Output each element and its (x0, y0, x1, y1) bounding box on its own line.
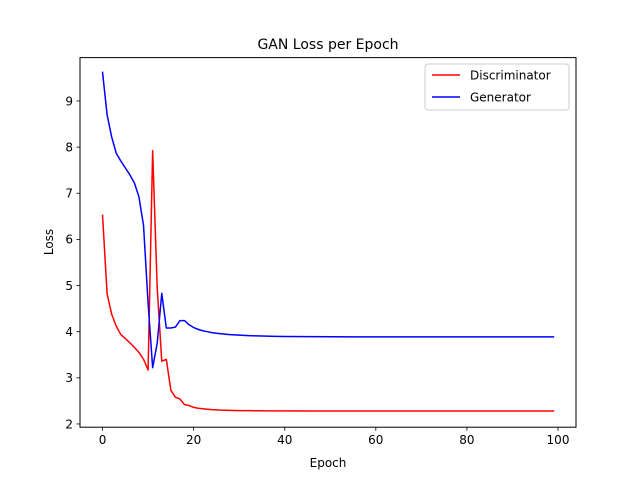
x-tick-label: 100 (547, 433, 570, 447)
y-tick-label: 4 (65, 325, 73, 339)
x-axis-label: Epoch (310, 456, 347, 470)
plot-lines (101, 71, 555, 412)
legend-frame (424, 63, 570, 111)
x-tick-label: 20 (186, 433, 201, 447)
legend-label-generator: Generator (470, 91, 531, 105)
legend-label-discriminator: Discriminator (470, 69, 551, 83)
x-tick-label: 80 (459, 433, 474, 447)
y-tick-label: 7 (65, 187, 73, 201)
y-tick-label: 9 (65, 94, 73, 108)
y-tick-label: 3 (65, 371, 73, 385)
y-tick-label: 5 (65, 279, 73, 293)
x-tick-label: 0 (99, 433, 107, 447)
x-tick-label: 60 (368, 433, 383, 447)
x-axis-ticks: 0 20 40 60 80 100 (99, 427, 570, 447)
y-axis-label: Loss (42, 229, 56, 255)
y-tick-label: 2 (65, 417, 73, 431)
y-tick-label: 6 (65, 233, 73, 247)
x-tick-label: 40 (277, 433, 292, 447)
plot-frame (79, 57, 577, 428)
chart-title: GAN Loss per Epoch (257, 37, 398, 53)
y-tick-label: 8 (65, 140, 73, 154)
series-line-discriminator (101, 150, 555, 412)
y-axis-ticks: 2 3 4 5 6 7 8 9 (65, 94, 80, 431)
series-line-generator (101, 71, 555, 369)
legend: Discriminator Generator (424, 63, 570, 111)
